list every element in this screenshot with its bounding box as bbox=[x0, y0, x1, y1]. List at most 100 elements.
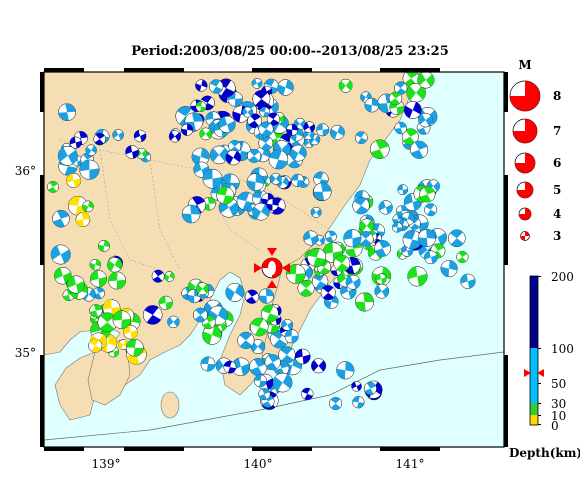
focal-mechanism-marker[interactable] bbox=[75, 212, 91, 227]
focal-mechanism-marker[interactable] bbox=[69, 136, 82, 149]
focal-mechanism-marker[interactable] bbox=[440, 260, 458, 278]
focal-mechanism-marker[interactable] bbox=[98, 239, 110, 252]
focal-mechanism-marker[interactable] bbox=[112, 310, 132, 329]
focal-mechanism-marker[interactable] bbox=[250, 339, 266, 354]
focal-mechanism-marker[interactable] bbox=[388, 91, 403, 106]
focal-mechanism-marker[interactable] bbox=[123, 324, 138, 340]
focal-mechanism-marker[interactable] bbox=[364, 97, 380, 113]
focal-mechanism-marker[interactable] bbox=[164, 271, 175, 282]
focal-mechanism-marker[interactable] bbox=[225, 149, 242, 166]
focal-mechanism-marker[interactable] bbox=[242, 106, 254, 118]
focal-mechanism-marker[interactable] bbox=[202, 325, 222, 345]
focal-mechanism-marker[interactable] bbox=[209, 145, 229, 165]
focal-mechanism-marker[interactable] bbox=[89, 270, 108, 288]
focal-mechanism-marker[interactable] bbox=[417, 72, 435, 89]
focal-mechanism-marker[interactable] bbox=[320, 285, 336, 301]
focal-mechanism-marker[interactable] bbox=[277, 79, 294, 96]
focal-mechanism-marker[interactable] bbox=[125, 145, 139, 159]
focal-mechanism-marker[interactable] bbox=[269, 172, 282, 185]
focal-mechanism-marker[interactable] bbox=[112, 129, 124, 141]
focal-mechanism-marker[interactable] bbox=[424, 203, 438, 217]
focal-mechanism-marker[interactable] bbox=[456, 250, 469, 264]
focal-mechanism-marker[interactable] bbox=[260, 304, 279, 323]
focal-mechanism-marker[interactable] bbox=[258, 121, 274, 137]
focal-mechanism-marker[interactable] bbox=[410, 140, 429, 159]
focal-mechanism-marker[interactable] bbox=[359, 218, 375, 234]
focal-mechanism-marker[interactable] bbox=[374, 240, 391, 257]
focal-mechanism-marker[interactable] bbox=[266, 198, 279, 211]
focal-mechanism-marker[interactable] bbox=[343, 229, 362, 248]
focal-mechanism-marker[interactable] bbox=[246, 173, 265, 191]
focal-mechanism-marker[interactable] bbox=[352, 396, 365, 409]
focal-mechanism-marker[interactable] bbox=[289, 144, 307, 162]
focal-mechanism-marker[interactable] bbox=[258, 388, 271, 401]
focal-mechanism-marker[interactable] bbox=[355, 292, 375, 312]
focal-mechanism-marker[interactable] bbox=[352, 196, 370, 215]
focal-mechanism-marker[interactable] bbox=[370, 139, 390, 159]
focal-mechanism-marker[interactable] bbox=[107, 257, 123, 273]
focal-mechanism-marker[interactable] bbox=[313, 182, 332, 201]
focal-mechanism-marker[interactable] bbox=[336, 361, 355, 380]
focal-mechanism-marker[interactable] bbox=[133, 129, 147, 143]
focal-mechanism-marker[interactable] bbox=[181, 204, 201, 224]
focal-mechanism-marker[interactable] bbox=[286, 123, 299, 136]
focal-mechanism-marker[interactable] bbox=[247, 113, 262, 129]
focal-mechanism-marker[interactable] bbox=[66, 172, 82, 189]
focal-mechanism-marker[interactable] bbox=[338, 78, 353, 93]
focal-mechanism-marker[interactable] bbox=[281, 319, 294, 331]
focal-mechanism-marker[interactable] bbox=[50, 244, 71, 265]
focal-mechanism-marker[interactable] bbox=[297, 279, 315, 297]
map-area[interactable] bbox=[44, 70, 504, 447]
focal-mechanism-marker[interactable] bbox=[278, 346, 296, 364]
focal-mechanism-marker[interactable] bbox=[237, 331, 255, 349]
focal-mechanism-marker[interactable] bbox=[358, 231, 374, 247]
highlight-event[interactable] bbox=[254, 248, 290, 288]
focal-mechanism-marker[interactable] bbox=[218, 115, 236, 134]
focal-mechanism-marker[interactable] bbox=[418, 112, 433, 128]
focal-mechanism-marker[interactable] bbox=[329, 396, 343, 411]
focal-mechanism-marker[interactable] bbox=[89, 258, 102, 271]
focal-mechanism-marker[interactable] bbox=[158, 295, 173, 311]
focal-mechanism-marker[interactable] bbox=[259, 106, 270, 118]
focal-mechanism-marker[interactable] bbox=[258, 288, 274, 304]
focal-mechanism-marker[interactable] bbox=[378, 200, 393, 215]
focal-mechanism-marker[interactable] bbox=[225, 282, 245, 302]
focal-mechanism-marker[interactable] bbox=[125, 338, 144, 357]
focal-mechanism-marker[interactable] bbox=[351, 381, 362, 392]
focal-mechanism-marker[interactable] bbox=[253, 374, 267, 388]
focal-mechanism-marker[interactable] bbox=[460, 273, 476, 289]
focal-mechanism-marker[interactable] bbox=[223, 360, 237, 374]
focal-mechanism-marker[interactable] bbox=[196, 282, 209, 296]
focal-mechanism-marker[interactable] bbox=[209, 79, 224, 94]
focal-mechanism-marker[interactable] bbox=[310, 206, 322, 218]
focal-mechanism-marker[interactable] bbox=[82, 200, 94, 213]
focal-mechanism-marker[interactable] bbox=[249, 317, 269, 337]
focal-mechanism-marker[interactable] bbox=[168, 130, 181, 143]
focal-mechanism-marker[interactable] bbox=[244, 289, 260, 304]
focal-mechanism-marker[interactable] bbox=[93, 132, 106, 146]
focal-mechanism-marker[interactable] bbox=[294, 348, 311, 365]
focal-mechanism-marker[interactable] bbox=[52, 209, 70, 228]
focal-mechanism-marker[interactable] bbox=[199, 127, 213, 141]
focal-mechanism-marker[interactable] bbox=[167, 315, 180, 329]
focal-mechanism-marker[interactable] bbox=[311, 358, 327, 374]
focal-mechanism-marker[interactable] bbox=[291, 173, 305, 188]
focal-mechanism-marker[interactable] bbox=[89, 304, 103, 318]
focal-mechanism-marker[interactable] bbox=[193, 307, 208, 323]
focal-mechanism-marker[interactable] bbox=[424, 250, 438, 265]
focal-mechanism-marker[interactable] bbox=[402, 229, 422, 250]
focal-mechanism-marker[interactable] bbox=[407, 266, 428, 287]
focal-mechanism-marker[interactable] bbox=[397, 184, 409, 196]
focal-mechanism-marker[interactable] bbox=[97, 312, 118, 333]
focal-mechanism-marker[interactable] bbox=[272, 372, 293, 393]
focal-mechanism-marker[interactable] bbox=[88, 338, 103, 353]
focal-mechanism-marker[interactable] bbox=[307, 247, 327, 267]
focal-mechanism-marker[interactable] bbox=[79, 159, 100, 180]
focal-mechanism-marker[interactable] bbox=[401, 244, 414, 257]
focal-mechanism-marker[interactable] bbox=[251, 78, 263, 89]
focal-mechanism-marker[interactable] bbox=[375, 273, 387, 285]
focal-mechanism-marker[interactable] bbox=[202, 168, 223, 189]
focal-mechanism-marker[interactable] bbox=[419, 186, 436, 203]
focal-mechanism-marker[interactable] bbox=[268, 149, 289, 170]
focal-mechanism-marker[interactable] bbox=[333, 254, 351, 272]
